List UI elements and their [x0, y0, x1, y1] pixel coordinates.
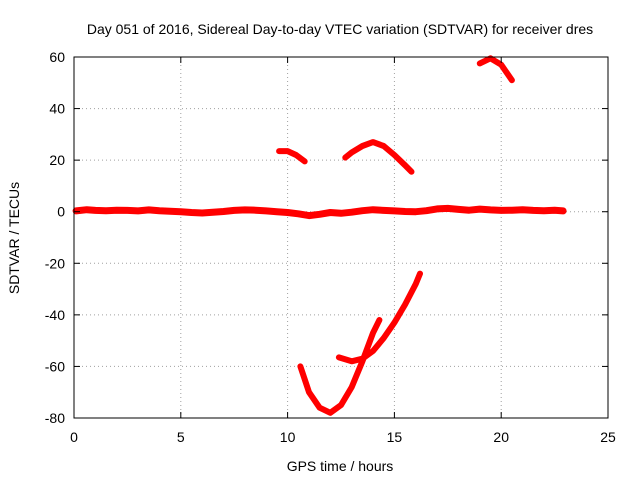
- y-tick-label: -80: [45, 410, 65, 426]
- series-group: [72, 55, 567, 416]
- y-tick-label: -20: [45, 255, 65, 271]
- y-tick-label: 20: [49, 152, 65, 168]
- chart-title: Day 051 of 2016, Sidereal Day-to-day VTE…: [87, 21, 593, 37]
- y-tick-label: 40: [49, 101, 65, 117]
- y-tick-label: 60: [49, 49, 65, 65]
- x-tick-label: 5: [177, 429, 185, 445]
- x-tick-label: 0: [70, 429, 78, 445]
- series-6-line: [335, 270, 423, 365]
- y-tick-labels: -80 -60 -40 -20 0 20 40 60: [45, 49, 65, 426]
- series-2-line: [276, 148, 308, 165]
- series-4-line: [476, 55, 515, 84]
- grid: [74, 57, 608, 418]
- x-tick-label: 10: [280, 429, 296, 445]
- plot-frame: [73, 56, 609, 419]
- series-5-line: [297, 317, 383, 416]
- ticks: [73, 56, 609, 419]
- y-tick-label: -60: [45, 358, 65, 374]
- series-3-line: [342, 139, 415, 175]
- x-tick-labels: 0 5 10 15 20 25: [70, 429, 616, 445]
- series-1-line: [72, 204, 567, 220]
- x-tick-label: 15: [387, 429, 403, 445]
- x-tick-label: 25: [600, 429, 616, 445]
- x-tick-label: 20: [493, 429, 509, 445]
- y-axis-label: SDTVAR / TECUs: [6, 182, 22, 294]
- y-tick-label: -40: [45, 307, 65, 323]
- x-axis-label: GPS time / hours: [287, 458, 394, 474]
- y-tick-label: 0: [57, 204, 65, 220]
